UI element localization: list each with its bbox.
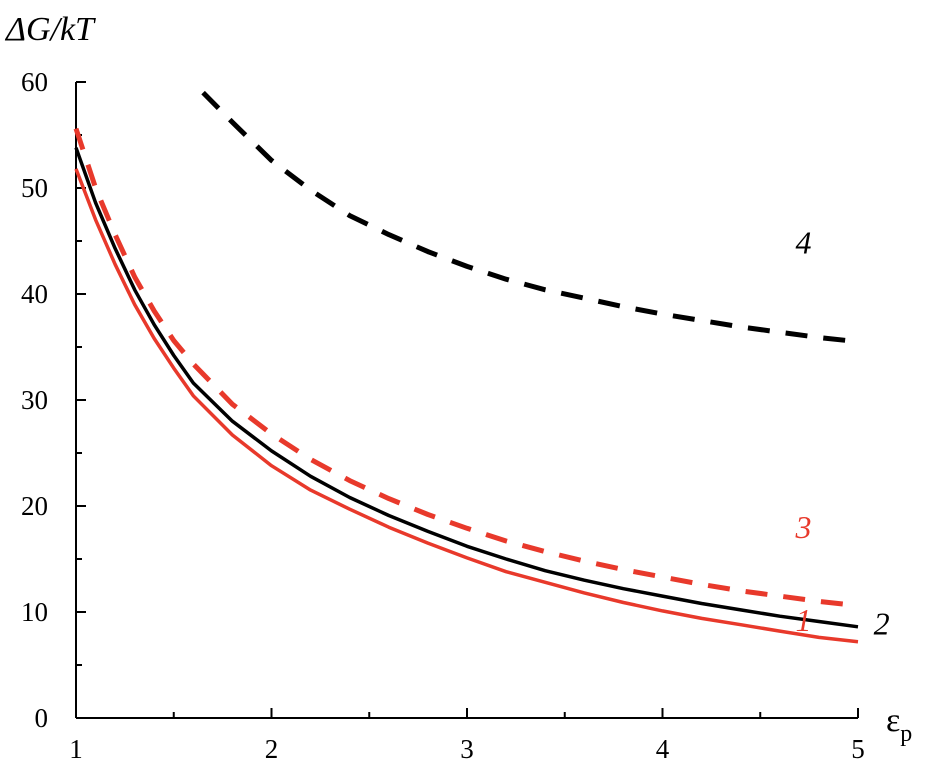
y-tick-label: 60: [21, 67, 48, 97]
curves: [73, 90, 859, 644]
curve-label-2: 2: [874, 605, 890, 641]
y-tick-label: 20: [21, 491, 48, 521]
x-tick-label: 1: [69, 734, 83, 764]
curve-label-1: 1: [795, 602, 811, 638]
y-axis-title: ΔG/kT: [4, 11, 96, 48]
labels: 1 2 3 4: [794, 225, 889, 642]
axes: 0 10 20 30 40 50 60 1 2 3 4 5: [21, 67, 865, 764]
y-tick-label: 10: [21, 597, 48, 627]
series-line-3: [73, 127, 859, 609]
x-tick-label: 5: [851, 734, 865, 764]
curve-label-4: 4: [795, 225, 811, 261]
series-line-2: [74, 147, 859, 629]
y-tick-label: 30: [21, 385, 48, 415]
x-axis-title: εp: [886, 702, 912, 747]
x-axis-title-base: ε: [886, 702, 900, 739]
series-line-4: [201, 90, 859, 345]
x-axis-title-sub: p: [900, 721, 912, 747]
series-line-1: [74, 168, 859, 644]
x-tick-label: 2: [265, 734, 279, 764]
x-tick-label: 3: [460, 734, 474, 764]
curve-label-3: 3: [794, 509, 811, 545]
y-tick-label: 0: [35, 703, 49, 733]
x-tick-label: 4: [656, 734, 670, 764]
y-tick-label: 40: [21, 279, 48, 309]
y-tick-label: 50: [21, 173, 48, 203]
